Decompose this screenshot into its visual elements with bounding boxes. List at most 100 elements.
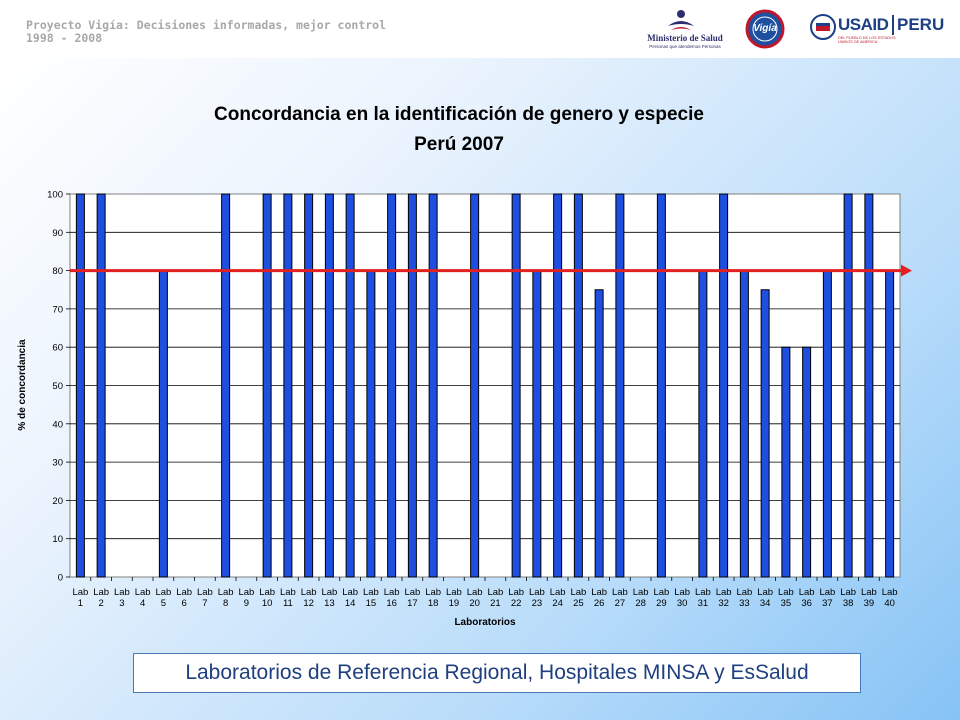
x-tick-label-top: Lab <box>487 587 503 598</box>
x-tick-label-top: Lab <box>508 587 524 598</box>
x-tick-label-top: Lab <box>404 587 420 598</box>
x-tick-label-top: Lab <box>446 587 462 598</box>
bar <box>96 193 106 578</box>
x-tick-label-bottom: 10 <box>262 598 273 609</box>
x-tick-label-bottom: 24 <box>552 598 563 609</box>
bar <box>262 193 272 578</box>
bar <box>760 289 770 578</box>
x-tick-label-bottom: 20 <box>469 598 480 609</box>
x-tick-label-top: Lab <box>321 587 337 598</box>
x-tick-label-bottom: 14 <box>345 598 356 609</box>
x-tick-label-bottom: 37 <box>822 598 833 609</box>
x-tick-label-top: Lab <box>342 587 358 598</box>
x-tick-label-bottom: 39 <box>864 598 875 609</box>
project-years: 1998 - 2008 <box>26 31 103 45</box>
bar <box>304 193 314 578</box>
x-tick-label-bottom: 21 <box>490 598 501 609</box>
x-tick-label-top: Lab <box>570 587 586 598</box>
bar <box>573 193 583 578</box>
x-tick-label-top: Lab <box>114 587 130 598</box>
x-tick-label-bottom: 3 <box>119 598 124 609</box>
usaid-seal-icon <box>810 14 836 40</box>
x-tick-label-top: Lab <box>861 587 877 598</box>
bar <box>739 270 749 578</box>
x-tick-label-top: Lab <box>384 587 400 598</box>
x-tick-label-bottom: 35 <box>781 598 792 609</box>
y-axis-ticks: 0 10 20 30 40 50 60 70 80 90 100 <box>47 190 70 584</box>
x-tick-label-top: Lab <box>72 587 88 598</box>
x-axis-ticks: Lab1Lab2Lab3Lab4Lab5Lab6Lab7Lab8Lab9Lab1… <box>72 577 898 609</box>
y-tick-label: 30 <box>52 458 63 469</box>
x-tick-label-top: Lab <box>155 587 171 598</box>
reference-arrow-icon <box>901 264 912 277</box>
x-tick-label-bottom: 6 <box>181 598 186 609</box>
bar <box>822 270 832 578</box>
x-tick-label-top: Lab <box>757 587 773 598</box>
project-title: Proyecto Vigía: Decisiones informadas, m… <box>26 18 387 32</box>
caption-text: Laboratorios de Referencia Regional, Hos… <box>185 661 809 684</box>
bar <box>511 193 521 578</box>
vigia-logo-text: Vigía <box>753 23 777 34</box>
y-tick-label: 50 <box>52 381 63 392</box>
x-tick-label-bottom: 27 <box>615 598 626 609</box>
x-tick-label-bottom: 33 <box>739 598 750 609</box>
x-tick-label-top: Lab <box>695 587 711 598</box>
x-tick-label-bottom: 5 <box>161 598 166 609</box>
x-tick-label-bottom: 19 <box>449 598 460 609</box>
bars <box>75 193 895 578</box>
x-tick-label-top: Lab <box>93 587 109 598</box>
bar <box>428 193 438 578</box>
chart-title-line2: Perú 2007 <box>414 134 504 155</box>
x-tick-label-bottom: 13 <box>324 598 335 609</box>
x-tick-label-top: Lab <box>529 587 545 598</box>
x-tick-label-bottom: 40 <box>884 598 895 609</box>
x-tick-label-bottom: 17 <box>407 598 418 609</box>
x-tick-label-bottom: 12 <box>303 598 314 609</box>
bar <box>366 270 376 578</box>
bar <box>698 270 708 578</box>
x-tick-label-bottom: 8 <box>223 598 228 609</box>
bar <box>553 193 563 578</box>
x-tick-label-top: Lab <box>218 587 234 598</box>
y-tick-label: 90 <box>52 228 63 239</box>
chart-title-line1: Concordancia en la identificación de gen… <box>214 104 704 125</box>
x-tick-label-top: Lab <box>716 587 732 598</box>
minsa-logo-name: Ministerio de Salud <box>647 33 723 43</box>
bar <box>387 193 397 578</box>
bar <box>594 289 604 578</box>
x-tick-label-bottom: 4 <box>140 598 145 609</box>
bar <box>864 193 874 578</box>
x-tick-label-top: Lab <box>176 587 192 598</box>
x-tick-label-bottom: 11 <box>283 598 293 609</box>
x-tick-label-bottom: 29 <box>656 598 667 609</box>
x-tick-label-top: Lab <box>653 587 669 598</box>
x-tick-label-bottom: 15 <box>366 598 377 609</box>
x-tick-label-top: Lab <box>736 587 752 598</box>
x-tick-label-top: Lab <box>633 587 649 598</box>
caption-box: Laboratorios de Referencia Regional, Hos… <box>133 653 861 693</box>
x-tick-label-top: Lab <box>280 587 296 598</box>
x-tick-label-bottom: 18 <box>428 598 439 609</box>
x-tick-label-bottom: 31 <box>698 598 709 609</box>
bar <box>843 193 853 578</box>
x-tick-label-bottom: 34 <box>760 598 771 609</box>
y-tick-label: 40 <box>52 419 63 430</box>
bar <box>158 270 168 578</box>
bar <box>656 193 666 578</box>
x-tick-label-top: Lab <box>674 587 690 598</box>
x-tick-label-bottom: 26 <box>594 598 605 609</box>
x-tick-label-top: Lab <box>882 587 898 598</box>
x-tick-label-top: Lab <box>467 587 483 598</box>
y-tick-label: 80 <box>52 266 63 277</box>
x-tick-label-top: Lab <box>363 587 379 598</box>
x-tick-label-top: Lab <box>259 587 275 598</box>
y-tick-label: 10 <box>52 534 63 545</box>
x-tick-label-top: Lab <box>591 587 607 598</box>
x-tick-label-bottom: 7 <box>202 598 207 609</box>
bar <box>802 346 812 578</box>
y-tick-label: 70 <box>52 304 63 315</box>
x-tick-label-bottom: 25 <box>573 598 584 609</box>
x-tick-label-bottom: 1 <box>78 598 83 609</box>
x-tick-label-bottom: 22 <box>511 598 522 609</box>
